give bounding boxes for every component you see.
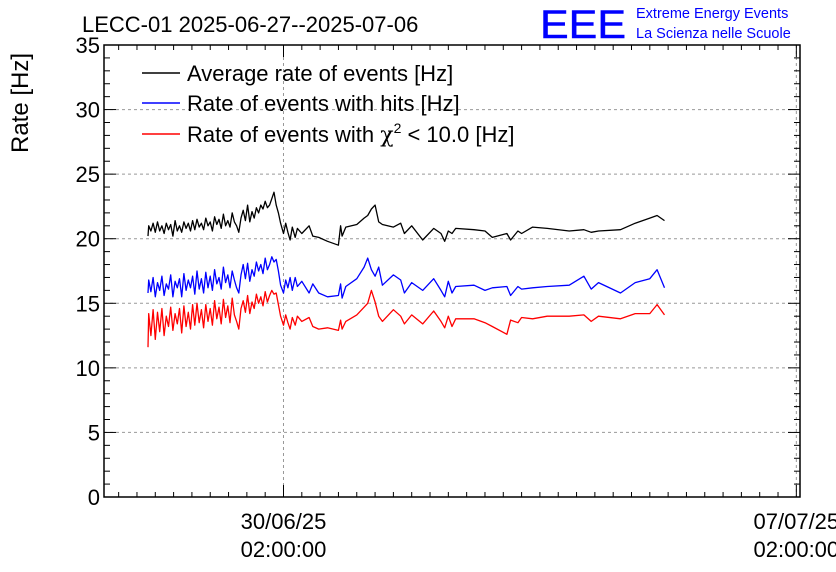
y-tick-label: 30 — [76, 98, 100, 123]
axes: 0 5 10 15 20 25 30 35 30/06/25 02:00:00 07/07/25 02… — [76, 33, 836, 562]
series-line-2 — [147, 256, 666, 299]
y-tick-label: 20 — [76, 227, 100, 252]
x-tick-label-time: 02:00:00 — [754, 537, 836, 562]
logo-tagline-2: La Scienza nelle Scuole — [636, 26, 791, 42]
x-tick-label-time: 02:00:00 — [241, 537, 327, 562]
y-tick-label: 35 — [76, 33, 100, 58]
series-line-1 — [147, 191, 665, 246]
y-tick-label: 0 — [88, 485, 100, 510]
x-tick-label-date: 30/06/25 — [241, 509, 327, 534]
y-tick-label: 15 — [76, 291, 100, 316]
legend: Average rate of events [Hz] Rate of event… — [142, 61, 514, 148]
y-tick-label: 25 — [76, 162, 100, 187]
legend-label-2: Rate of events with hits [Hz] — [187, 91, 460, 116]
x-tick-label-date: 07/07/25 — [754, 509, 836, 534]
data-series — [147, 191, 666, 348]
legend-label-3: Rate of events with χ2 < 10.0 [Hz] — [187, 120, 514, 148]
y-tick-label: 10 — [76, 356, 100, 381]
legend-label-1: Average rate of events [Hz] — [187, 61, 453, 86]
eee-logo-mark: EEE — [540, 3, 626, 47]
eee-logo: EEE Extreme Energy Events La Scienza nel… — [540, 3, 791, 48]
y-axis-label: Rate [Hz] — [7, 53, 34, 153]
chart-title: LECC-01 2025-06-27--2025-07-06 — [82, 12, 418, 37]
y-tick-label: 5 — [88, 420, 100, 445]
plot-frame — [103, 44, 801, 498]
series-line-3 — [147, 289, 666, 348]
logo-tagline-1: Extreme Energy Events — [636, 6, 788, 22]
